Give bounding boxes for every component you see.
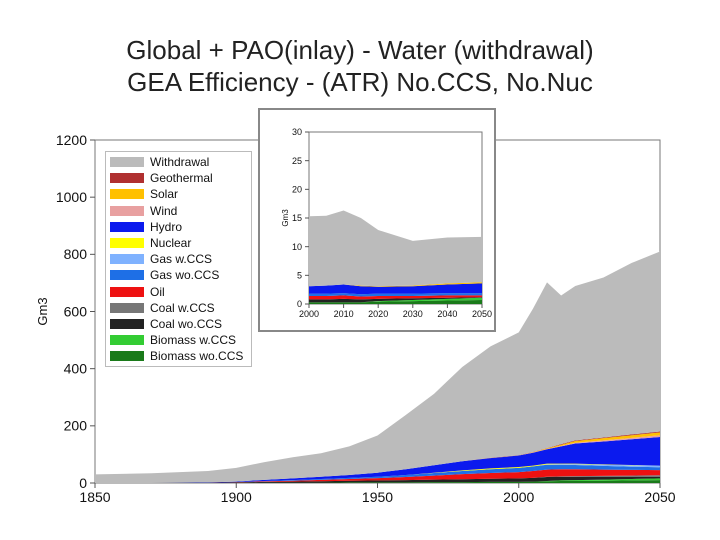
area-series-oil bbox=[309, 295, 482, 300]
x-tick-label: 2020 bbox=[368, 309, 388, 319]
area-series-solar bbox=[309, 282, 482, 287]
area-series-biomass-w-ccs bbox=[309, 297, 482, 303]
legend-swatch bbox=[110, 270, 144, 281]
area-series-hydro bbox=[309, 283, 482, 295]
x-tick-label: 2050 bbox=[644, 489, 675, 505]
x-tick-label: 2050 bbox=[472, 309, 492, 319]
chart-title-line2: GEA Efficiency - (ATR) No.CCS, No.Nuc bbox=[127, 67, 593, 97]
legend-label: Biomass wo.CCS bbox=[150, 349, 244, 364]
legend-label: Withdrawal bbox=[150, 155, 210, 170]
legend-swatch bbox=[110, 254, 144, 265]
legend-swatch bbox=[110, 302, 144, 313]
legend-item: Hydro bbox=[106, 219, 251, 235]
y-tick-label: 10 bbox=[292, 242, 302, 252]
x-tick-label: 2000 bbox=[299, 309, 319, 319]
legend-item: Wind bbox=[106, 203, 251, 219]
x-tick-label: 1950 bbox=[362, 489, 393, 505]
y-tick-label: 0 bbox=[79, 475, 87, 491]
legend-item: Oil bbox=[106, 284, 251, 300]
y-tick-label: 600 bbox=[64, 303, 88, 319]
y-tick-label: 1000 bbox=[56, 189, 87, 205]
legend-swatch bbox=[110, 173, 144, 184]
area-series-oil bbox=[95, 469, 660, 483]
legend-swatch bbox=[110, 238, 144, 249]
legend-swatch bbox=[110, 351, 144, 362]
area-series-gas-wo-ccs bbox=[95, 464, 660, 483]
legend-item: Geothermal bbox=[106, 170, 251, 186]
legend-item: Coal w.CCS bbox=[106, 300, 251, 316]
legend-item: Nuclear bbox=[106, 235, 251, 251]
legend-swatch bbox=[110, 205, 144, 216]
x-tick-label: 1900 bbox=[221, 489, 252, 505]
chart-title-line1: Global + PAO(inlay) - Water (withdrawal) bbox=[126, 35, 594, 65]
legend-label: Wind bbox=[150, 203, 178, 218]
area-series-coal-w-ccs bbox=[95, 475, 660, 483]
legend-swatch bbox=[110, 318, 144, 329]
y-axis-label: Gm3 bbox=[35, 297, 50, 325]
y-tick-label: 30 bbox=[292, 127, 302, 137]
legend-swatch bbox=[110, 157, 144, 168]
y-axis-label: Gm3 bbox=[281, 209, 290, 227]
y-tick-label: 400 bbox=[64, 361, 88, 377]
area-series-hydro bbox=[95, 436, 660, 483]
legend-swatch bbox=[110, 221, 144, 232]
legend-label: Geothermal bbox=[150, 171, 213, 186]
legend-label: Gas wo.CCS bbox=[150, 268, 220, 283]
area-series-biomass-wo-ccs bbox=[309, 299, 482, 304]
legend-item: Biomass w.CCS bbox=[106, 332, 251, 348]
legend-label: Oil bbox=[150, 284, 165, 299]
area-series-coal-wo-ccs bbox=[309, 297, 482, 303]
legend-swatch bbox=[110, 189, 144, 200]
legend-item: Biomass wo.CCS bbox=[106, 348, 251, 364]
area-series-withdrawal bbox=[309, 210, 482, 287]
legend-label: Coal w.CCS bbox=[150, 300, 215, 315]
pao-inlay-panel: 2000 2010 2020 2030 2040 2050 0 5 10 15 20 25 30 Gm3 bbox=[258, 108, 496, 332]
x-tick-label: 2000 bbox=[503, 489, 534, 505]
legend-item: Coal wo.CCS bbox=[106, 316, 251, 332]
legend-label: Gas w.CCS bbox=[150, 252, 213, 267]
y-tick-label: 5 bbox=[297, 270, 302, 280]
x-tick-label: 2010 bbox=[334, 309, 354, 319]
legend-label: Solar bbox=[150, 187, 179, 202]
y-tick-label: 20 bbox=[292, 184, 302, 194]
legend-label: Biomass w.CCS bbox=[150, 333, 237, 348]
area-series-gas-wo-ccs bbox=[309, 293, 482, 297]
legend-swatch bbox=[110, 286, 144, 297]
area-series-coal-wo-ccs bbox=[95, 476, 660, 483]
y-tick-label: 15 bbox=[292, 213, 302, 223]
chart-legend: Withdrawal Geothermal Solar Wind Hydro Nuclea… bbox=[105, 151, 252, 368]
area-series-withdrawal bbox=[95, 251, 660, 483]
area-series-biomass-wo-ccs bbox=[95, 480, 660, 483]
legend-item: Solar bbox=[106, 186, 251, 202]
legend-label: Nuclear bbox=[150, 236, 192, 251]
legend-label: Hydro bbox=[150, 219, 183, 234]
legend-item: Gas wo.CCS bbox=[106, 267, 251, 283]
x-tick-label: 2030 bbox=[403, 309, 423, 319]
legend-item: Gas w.CCS bbox=[106, 251, 251, 267]
x-tick-label: 1850 bbox=[79, 489, 110, 505]
legend-swatch bbox=[110, 335, 144, 346]
x-tick-label: 2040 bbox=[437, 309, 457, 319]
y-tick-label: 800 bbox=[64, 246, 88, 262]
inlay-area-chart: 2000 2010 2020 2030 2040 2050 0 5 10 15 20 25 30 Gm3 bbox=[281, 127, 492, 319]
y-tick-label: 0 bbox=[297, 299, 302, 309]
y-tick-label: 200 bbox=[64, 418, 88, 434]
legend-label: Coal wo.CCS bbox=[150, 316, 223, 331]
legend-item: Withdrawal bbox=[106, 154, 251, 170]
y-tick-label: 25 bbox=[292, 156, 302, 166]
y-tick-label: 1200 bbox=[56, 132, 87, 148]
